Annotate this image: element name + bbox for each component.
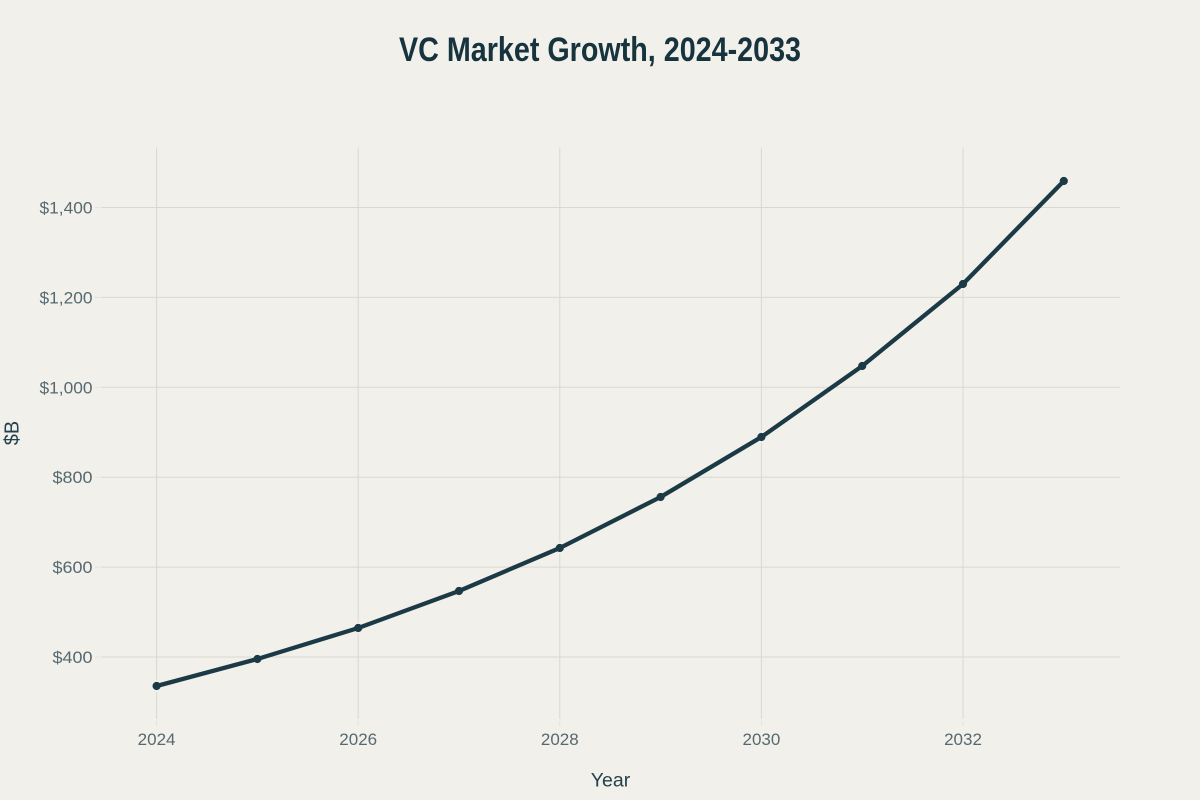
svg-text:2026: 2026	[339, 730, 377, 749]
svg-text:$B: $B	[2, 421, 24, 445]
svg-text:VC Market Growth, 2024-2033: VC Market Growth, 2024-2033	[399, 31, 801, 69]
svg-text:$1,200: $1,200	[40, 288, 93, 307]
svg-text:$1,000: $1,000	[40, 378, 93, 397]
svg-text:$1,400: $1,400	[40, 199, 93, 218]
svg-text:2030: 2030	[742, 730, 780, 749]
svg-text:2028: 2028	[541, 730, 579, 749]
svg-text:2032: 2032	[944, 730, 982, 749]
svg-text:Year: Year	[591, 770, 631, 792]
svg-text:$400: $400	[53, 648, 93, 667]
svg-text:$800: $800	[53, 468, 93, 487]
svg-text:$600: $600	[53, 558, 93, 577]
svg-text:2024: 2024	[138, 730, 176, 749]
